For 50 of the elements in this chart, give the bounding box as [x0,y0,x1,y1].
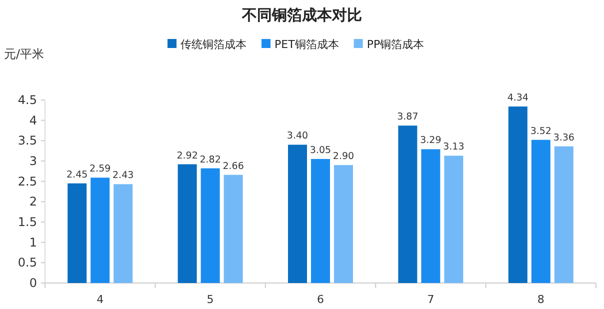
bar [311,158,330,283]
data-label: 3.36 [553,132,574,144]
legend-label: PP铜箔成本 [366,38,424,51]
y-tick-label: 2 [29,194,37,209]
bar [421,149,440,283]
bar [508,106,528,283]
data-label: 3.52 [530,126,552,137]
bar [531,140,550,283]
y-tick-label: 2.5 [18,174,37,188]
y-tick-label: 4.5 [18,93,37,107]
x-tick-label: 6 [317,293,324,306]
bar [114,184,133,283]
data-label: 2.66 [222,160,244,172]
x-tick-label: 4 [96,293,104,306]
bar [444,156,464,283]
data-label: 3.29 [420,135,442,146]
bar [200,168,220,283]
bar [398,126,418,283]
data-label: 4.34 [507,92,528,104]
bar [334,165,353,283]
bar [554,146,574,283]
data-label: 3.87 [397,112,418,123]
data-label: 2.90 [332,151,354,162]
y-tick-label: 1.5 [18,215,37,229]
data-label: 3.13 [443,142,464,153]
data-label: 2.45 [66,169,88,180]
bar [288,144,307,283]
data-label: 2.43 [112,170,134,182]
chart-title: 不同铜箔成本对比 [241,6,362,24]
y-tick-label: 1 [29,235,37,250]
x-tick-label: 7 [427,293,434,306]
x-tick-label: 8 [537,293,544,306]
bar [68,183,87,283]
y-tick-label: 0.5 [18,256,37,270]
data-label: 2.92 [176,150,198,162]
legend-label: PET铜箔成本 [274,38,339,51]
data-label: 2.59 [90,164,111,175]
bar [90,178,110,283]
data-label: 3.05 [310,144,332,156]
bar [224,174,243,283]
y-tick-label: 3 [29,154,37,168]
y-axis-title: 元/平米 [4,47,44,61]
y-tick-label: 3.5 [18,134,37,148]
y-tick-label: 0 [29,276,37,290]
data-label: 3.40 [286,130,308,142]
data-label: 2.82 [200,154,221,166]
x-tick-label: 5 [206,293,214,306]
legend-label: 传统铜箔成本 [180,38,246,51]
y-tick-label: 4 [29,113,37,128]
bar [178,164,197,283]
